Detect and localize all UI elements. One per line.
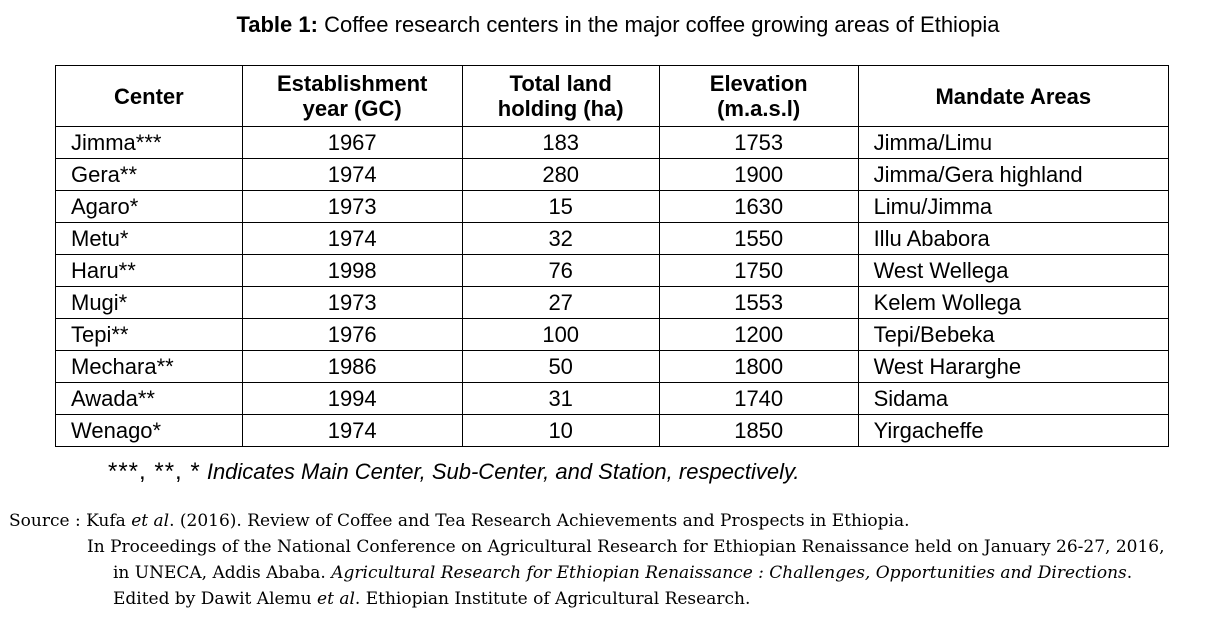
table-row: Mugi* 1973 27 1553 Kelem Wollega xyxy=(55,286,1170,319)
source-citation: Source : Kufa et al. (2016). Review of C… xyxy=(9,508,1165,612)
cell-land: 10 xyxy=(461,414,660,447)
source-line-1: Source : Kufa et al. (2016). Review of C… xyxy=(9,508,1165,534)
header-year-line2: year (GC) xyxy=(302,96,402,121)
cell-elevation: 1740 xyxy=(658,382,859,415)
cell-center: Mechara** xyxy=(55,350,243,383)
source-line-1-italic: et al xyxy=(131,511,170,531)
source-line-3: in UNECA, Addis Ababa. Agricultural Rese… xyxy=(9,560,1165,586)
header-elev-line2: (m.a.s.l) xyxy=(717,96,801,121)
source-line-3b: . xyxy=(1126,563,1133,583)
table-row: Wenago* 1974 10 1850 Yirgacheffe xyxy=(55,414,1170,447)
cell-center: Mugi* xyxy=(55,286,243,319)
cell-land: 15 xyxy=(461,190,660,223)
cell-center: Metu* xyxy=(55,222,243,255)
cell-year: 1976 xyxy=(241,318,463,351)
cell-year: 1974 xyxy=(241,222,463,255)
source-line-3-italic: Agricultural Research for Ethiopian Rena… xyxy=(331,563,1127,583)
cell-elevation: 1200 xyxy=(658,318,859,351)
table-row: Haru** 1998 76 1750 West Wellega xyxy=(55,254,1170,287)
cell-center: Wenago* xyxy=(55,414,243,447)
cell-mandate: Kelem Wollega xyxy=(857,286,1170,319)
cell-elevation: 1900 xyxy=(658,158,859,191)
cell-center: Awada** xyxy=(55,382,243,415)
cell-elevation: 1750 xyxy=(658,254,859,287)
cell-mandate: Jimma/Limu xyxy=(857,126,1170,159)
cell-mandate: Illu Ababora xyxy=(857,222,1170,255)
table-header-row: Center Establishment year (GC) Total lan… xyxy=(55,65,1170,127)
cell-center: Haru** xyxy=(55,254,243,287)
footnote-stars: ***, **, * xyxy=(108,458,201,485)
source-line-1a: Source : Kufa xyxy=(9,511,132,531)
table-row: Tepi** 1976 100 1200 Tepi/Bebeka xyxy=(55,318,1170,351)
research-centers-table: Center Establishment year (GC) Total lan… xyxy=(55,65,1170,447)
source-line-3a: in UNECA, Addis Ababa. xyxy=(113,563,332,583)
cell-year: 1994 xyxy=(241,382,463,415)
table-footnote: ***, **, * Indicates Main Center, Sub-Ce… xyxy=(108,458,800,486)
table-caption-text: Coffee research centers in the major cof… xyxy=(317,12,1000,37)
table-caption: Table 1: Coffee research centers in the … xyxy=(0,12,1208,38)
header-elevation: Elevation (m.a.s.l) xyxy=(658,65,859,127)
cell-year: 1973 xyxy=(241,190,463,223)
table-row: Jimma*** 1967 183 1753 Jimma/Limu xyxy=(55,126,1170,159)
cell-center: Jimma*** xyxy=(55,126,243,159)
source-line-4b: . Ethiopian Institute of Agricultural Re… xyxy=(354,589,751,609)
cell-mandate: Limu/Jimma xyxy=(857,190,1170,223)
cell-year: 1974 xyxy=(241,414,463,447)
cell-land: 280 xyxy=(461,158,660,191)
header-land-line2: holding (ha) xyxy=(497,96,624,121)
source-line-1b: . (2016). Review of Coffee and Tea Resea… xyxy=(169,511,910,531)
cell-land: 50 xyxy=(461,350,660,383)
cell-elevation: 1550 xyxy=(658,222,859,255)
cell-land: 31 xyxy=(461,382,660,415)
cell-elevation: 1850 xyxy=(658,414,859,447)
header-center: Center xyxy=(55,65,243,127)
cell-elevation: 1630 xyxy=(658,190,859,223)
cell-mandate: West Wellega xyxy=(857,254,1170,287)
cell-elevation: 1800 xyxy=(658,350,859,383)
cell-land: 183 xyxy=(461,126,660,159)
cell-elevation: 1553 xyxy=(658,286,859,319)
cell-year: 1974 xyxy=(241,158,463,191)
cell-land: 27 xyxy=(461,286,660,319)
cell-center: Agaro* xyxy=(55,190,243,223)
source-line-4-italic: et al xyxy=(317,589,355,609)
cell-year: 1998 xyxy=(241,254,463,287)
cell-mandate: Yirgacheffe xyxy=(857,414,1170,447)
header-total-land: Total land holding (ha) xyxy=(461,65,660,127)
header-establishment-year: Establishment year (GC) xyxy=(241,65,463,127)
table-caption-label: Table 1: xyxy=(236,12,318,37)
table-row: Metu* 1974 32 1550 Illu Ababora xyxy=(55,222,1170,255)
table-row: Awada** 1994 31 1740 Sidama xyxy=(55,382,1170,415)
cell-mandate: Sidama xyxy=(857,382,1170,415)
cell-year: 1967 xyxy=(241,126,463,159)
source-line-4a: Edited by Dawit Alemu xyxy=(113,589,318,609)
cell-mandate: Tepi/Bebeka xyxy=(857,318,1170,351)
cell-land: 32 xyxy=(461,222,660,255)
header-elev-line1: Elevation xyxy=(709,71,808,96)
cell-elevation: 1753 xyxy=(658,126,859,159)
cell-land: 76 xyxy=(461,254,660,287)
cell-mandate: West Hararghe xyxy=(857,350,1170,383)
cell-land: 100 xyxy=(461,318,660,351)
header-land-line1: Total land xyxy=(509,71,612,96)
header-year-line1: Establishment xyxy=(277,71,428,96)
source-line-4: Edited by Dawit Alemu et al. Ethiopian I… xyxy=(9,586,1165,612)
cell-year: 1986 xyxy=(241,350,463,383)
cell-center: Tepi** xyxy=(55,318,243,351)
table-row: Agaro* 1973 15 1630 Limu/Jimma xyxy=(55,190,1170,223)
source-line-2: In Proceedings of the National Conferenc… xyxy=(87,537,1165,557)
header-mandate-areas: Mandate Areas xyxy=(857,65,1170,127)
footnote-text: Indicates Main Center, Sub-Center, and S… xyxy=(200,459,800,484)
table-row: Gera** 1974 280 1900 Jimma/Gera highland xyxy=(55,158,1170,191)
cell-year: 1973 xyxy=(241,286,463,319)
cell-mandate: Jimma/Gera highland xyxy=(857,158,1170,191)
table-row: Mechara** 1986 50 1800 West Hararghe xyxy=(55,350,1170,383)
cell-center: Gera** xyxy=(55,158,243,191)
